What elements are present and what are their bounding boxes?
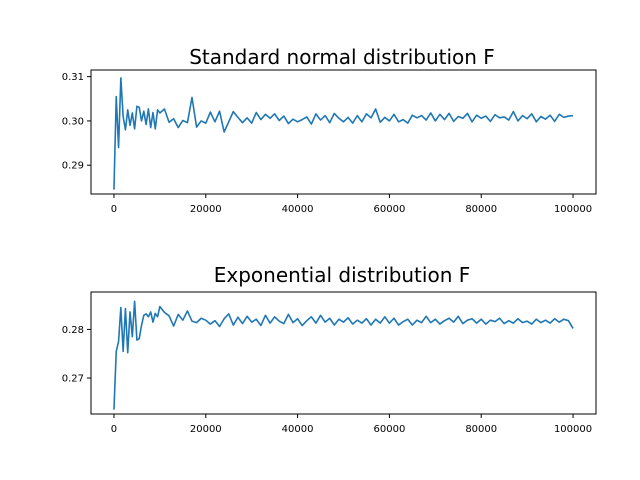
x-tick-label: 0 bbox=[111, 424, 117, 435]
plot-frame bbox=[90, 69, 597, 195]
x-tick-label: 100000 bbox=[554, 424, 592, 435]
x-ticks: 0 20000 40000 60000 80000 100000 bbox=[111, 194, 592, 215]
y-tick-label: 0.31 bbox=[62, 72, 84, 83]
series-line bbox=[113, 77, 574, 190]
x-tick-label: 40000 bbox=[282, 204, 314, 215]
x-tick-label: 80000 bbox=[465, 204, 497, 215]
x-tick-label: 20000 bbox=[190, 204, 222, 215]
x-tick-label: 0 bbox=[111, 204, 117, 215]
chart-title: Exponential distribution F bbox=[214, 263, 470, 287]
plot-frame bbox=[90, 291, 597, 415]
subplot-standard-normal: Standard normal distribution F 0.290.300… bbox=[62, 45, 597, 215]
series-line bbox=[113, 300, 574, 410]
subplot-exponential: Exponential distribution F 0.27 0.28 0 200… bbox=[62, 263, 597, 435]
y-tick-label: 0.27 bbox=[62, 374, 84, 385]
y-tick-label: 0.28 bbox=[62, 325, 84, 336]
y-ticks: 0.29 0.30 0.31 bbox=[62, 72, 91, 172]
x-tick-label: 80000 bbox=[465, 424, 497, 435]
chart-title: Standard normal distribution F bbox=[189, 45, 495, 69]
x-tick-label: 100000 bbox=[554, 204, 592, 215]
y-tick-label: 0.29 bbox=[62, 161, 84, 172]
x-tick-label: 20000 bbox=[190, 424, 222, 435]
x-tick-label: 40000 bbox=[282, 424, 314, 435]
y-ticks: 0.27 0.28 bbox=[62, 325, 91, 385]
x-ticks: 0 20000 40000 60000 80000 100000 bbox=[111, 414, 592, 435]
x-tick-label: 60000 bbox=[374, 424, 406, 435]
y-tick-label: 0.30 bbox=[62, 116, 84, 127]
x-tick-label: 60000 bbox=[374, 204, 406, 215]
